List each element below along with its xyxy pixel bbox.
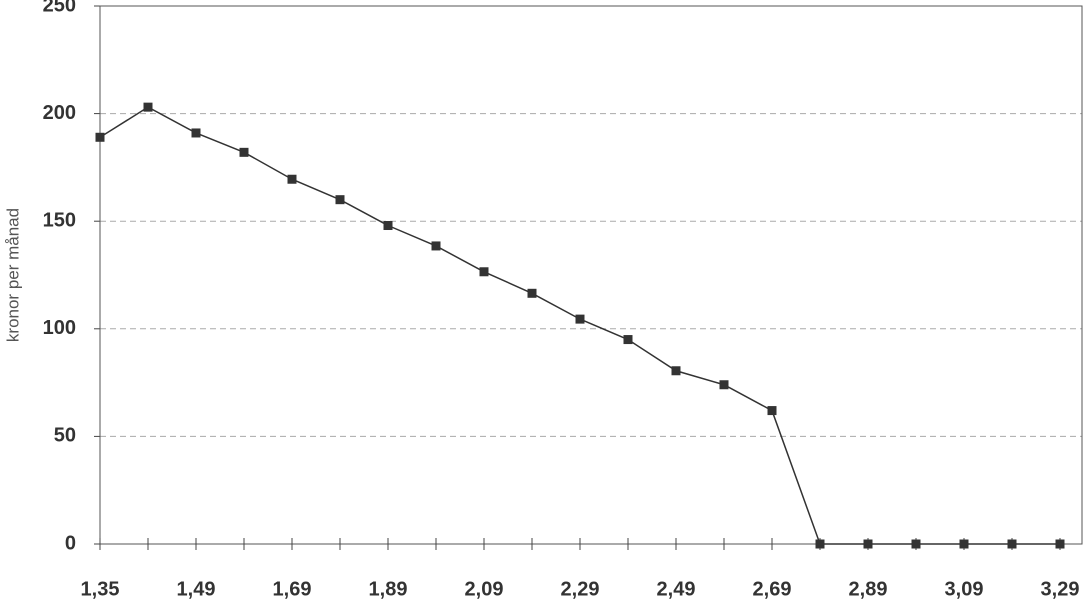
marker <box>431 241 441 251</box>
y-tick-label: 200 <box>43 102 76 124</box>
plot-frame <box>99 5 1083 545</box>
x-tick-label: 1,49 <box>177 578 216 600</box>
x-tick-label: 1,69 <box>273 578 312 600</box>
y-tick-label: 0 <box>65 532 76 554</box>
x-tick-label: 1,89 <box>369 578 408 600</box>
y-tick-label: 150 <box>43 209 76 231</box>
marker <box>143 102 153 112</box>
marker <box>911 539 921 549</box>
x-tick-label: 3,09 <box>945 578 984 600</box>
marker <box>671 366 681 376</box>
y-axis-label: kronor per månad <box>3 208 22 342</box>
marker <box>959 539 969 549</box>
marker <box>191 128 201 138</box>
marker <box>1007 539 1017 549</box>
x-tick-label: 2,49 <box>657 578 696 600</box>
marker <box>287 174 297 184</box>
x-tick-label: 2,29 <box>561 578 600 600</box>
marker <box>575 314 585 324</box>
x-tick-label: 2,09 <box>465 578 504 600</box>
marker <box>479 267 489 277</box>
marker <box>335 195 345 205</box>
marker <box>383 221 393 231</box>
marker <box>239 147 249 157</box>
y-tick-label: 250 <box>43 0 76 16</box>
series-line <box>99 106 1060 545</box>
y-tick-label: 50 <box>54 425 76 447</box>
marker <box>95 132 105 142</box>
marker <box>623 335 633 345</box>
marker <box>767 406 777 416</box>
x-tick-label: 3,29 <box>1041 578 1080 600</box>
marker <box>815 539 825 549</box>
marker <box>1055 539 1065 549</box>
marker <box>863 539 873 549</box>
marker <box>527 288 537 298</box>
x-tick-label: 2,69 <box>753 578 792 600</box>
marker <box>719 380 729 390</box>
x-tick-label: 2,89 <box>849 578 888 600</box>
y-tick-label: 100 <box>43 317 76 339</box>
x-tick-label: 1,35 <box>81 578 120 600</box>
